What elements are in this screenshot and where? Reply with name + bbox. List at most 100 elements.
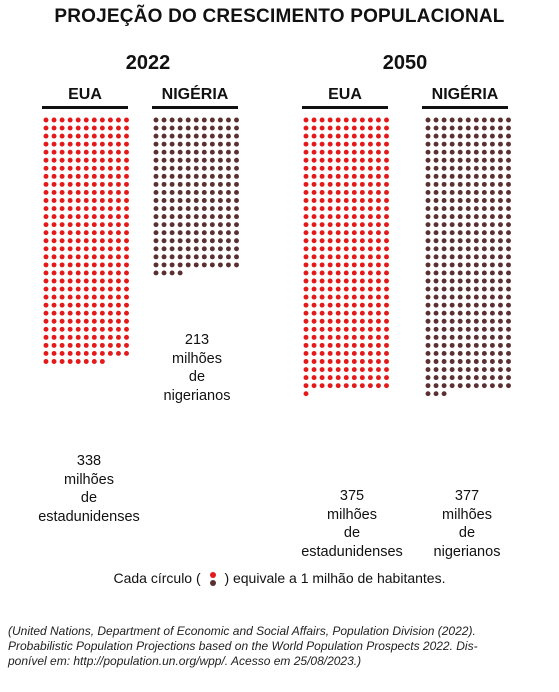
dot-nigeria-2050 — [506, 214, 511, 220]
dot-eua-2022 — [99, 125, 105, 131]
dot-eua-2050 — [376, 246, 381, 252]
dot-eua-2022 — [107, 286, 113, 292]
dot-nigeria-2022 — [161, 214, 167, 220]
dot-eua-2022 — [124, 181, 129, 187]
dot-nigeria-2022 — [169, 246, 175, 252]
dot-eua-2022 — [51, 359, 57, 364]
dot-nigeria-2050 — [441, 214, 447, 220]
dot-nigeria-2022 — [234, 141, 239, 147]
dot-eua-2050 — [335, 222, 341, 228]
dot-nigeria-2022 — [209, 125, 215, 131]
dot-nigeria-2022 — [193, 190, 199, 195]
label-nigeria-2022-value: 213 — [184, 332, 210, 348]
dot-eua-2050 — [359, 359, 365, 364]
dot-eua-2050 — [351, 165, 357, 171]
dot-nigeria-2022 — [226, 181, 231, 187]
dot-nigeria-2050 — [457, 149, 463, 155]
dot-nigeria-2050 — [506, 157, 511, 163]
dot-eua-2050 — [327, 359, 333, 364]
dot-eua-2022 — [116, 157, 121, 163]
dot-nigeria-2050 — [506, 190, 511, 195]
dot-nigeria-2022 — [209, 141, 215, 147]
dot-nigeria-2050 — [449, 141, 455, 147]
dot-nigeria-2050 — [449, 334, 455, 340]
dot-nigeria-2050 — [465, 198, 471, 203]
dot-eua-2022 — [99, 238, 105, 244]
dot-nigeria-2050 — [481, 141, 487, 147]
dot-nigeria-2022 — [169, 190, 175, 195]
dot-nigeria-2022 — [169, 206, 175, 211]
dot-eua-2022 — [83, 326, 89, 332]
dot-eua-2050 — [303, 165, 309, 171]
dot-eua-2022 — [116, 165, 121, 171]
chart-title: PROJEÇÃO DO CRESCIMENTO POPULACIONAL — [54, 6, 505, 27]
dot-nigeria-2050 — [441, 334, 447, 340]
dot-eua-2022 — [59, 230, 65, 236]
dot-nigeria-2022 — [177, 133, 183, 139]
dot-nigeria-2050 — [465, 367, 471, 372]
dot-nigeria-2050 — [473, 214, 479, 220]
dot-nigeria-2022 — [226, 206, 231, 211]
dot-nigeria-2022 — [217, 157, 223, 163]
dot-eua-2050 — [384, 334, 389, 340]
dot-nigeria-2050 — [441, 190, 447, 195]
dot-nigeria-2050 — [433, 117, 439, 123]
dot-nigeria-2050 — [449, 198, 455, 203]
dot-nigeria-2050 — [473, 270, 479, 276]
dot-eua-2050 — [376, 117, 381, 123]
dot-eua-2050 — [351, 230, 357, 236]
dot-eua-2050 — [384, 133, 389, 139]
dot-eua-2022 — [124, 334, 129, 340]
dot-nigeria-2050 — [457, 270, 463, 276]
dot-eua-2050 — [303, 286, 309, 292]
dot-eua-2022 — [67, 262, 73, 268]
dot-eua-2022 — [67, 294, 73, 300]
dot-eua-2050 — [303, 334, 309, 340]
dot-nigeria-2050 — [449, 238, 455, 244]
dot-nigeria-2022 — [201, 173, 207, 179]
dot-eua-2050 — [351, 173, 357, 179]
dot-eua-2022 — [83, 246, 89, 252]
dot-nigeria-2050 — [506, 165, 511, 171]
dot-eua-2022 — [116, 230, 121, 236]
dot-nigeria-2050 — [433, 173, 439, 179]
dot-nigeria-2050 — [481, 367, 487, 372]
dot-eua-2022 — [67, 351, 73, 356]
dot-nigeria-2050 — [506, 181, 511, 187]
dot-eua-2050 — [384, 125, 389, 131]
dot-eua-2022 — [51, 181, 57, 187]
dot-eua-2050 — [311, 125, 317, 131]
dot-nigeria-2050 — [481, 359, 487, 364]
dot-nigeria-2050 — [465, 181, 471, 187]
dot-eua-2022 — [75, 318, 81, 324]
dot-eua-2050 — [367, 173, 373, 179]
dot-eua-2050 — [319, 190, 325, 195]
dot-nigeria-2050 — [481, 334, 487, 340]
dot-eua-2022 — [43, 270, 49, 276]
dot-nigeria-2022 — [234, 133, 239, 139]
dot-nigeria-2050 — [506, 318, 511, 324]
dot-eua-2050 — [351, 198, 357, 203]
dot-nigeria-2050 — [449, 165, 455, 171]
dot-nigeria-2050 — [457, 302, 463, 308]
dot-nigeria-2050 — [441, 326, 447, 332]
dot-eua-2022 — [99, 181, 105, 187]
dot-nigeria-2022 — [217, 238, 223, 244]
dot-eua-2022 — [107, 149, 113, 155]
dot-eua-2022 — [75, 294, 81, 300]
dot-nigeria-2022 — [193, 222, 199, 228]
dot-eua-2050 — [359, 383, 365, 389]
dot-eua-2050 — [319, 302, 325, 308]
dot-nigeria-2050 — [473, 198, 479, 203]
dot-eua-2050 — [327, 375, 333, 381]
dot-eua-2050 — [351, 359, 357, 364]
dot-nigeria-2050 — [473, 181, 479, 187]
dot-eua-2050 — [359, 375, 365, 381]
dot-eua-2050 — [359, 367, 365, 372]
dot-eua-2022 — [59, 262, 65, 268]
dot-eua-2022 — [59, 133, 65, 139]
dot-eua-2050 — [384, 206, 389, 211]
dot-eua-2022 — [107, 190, 113, 195]
dot-eua-2050 — [327, 254, 333, 260]
dot-nigeria-2050 — [489, 149, 495, 155]
